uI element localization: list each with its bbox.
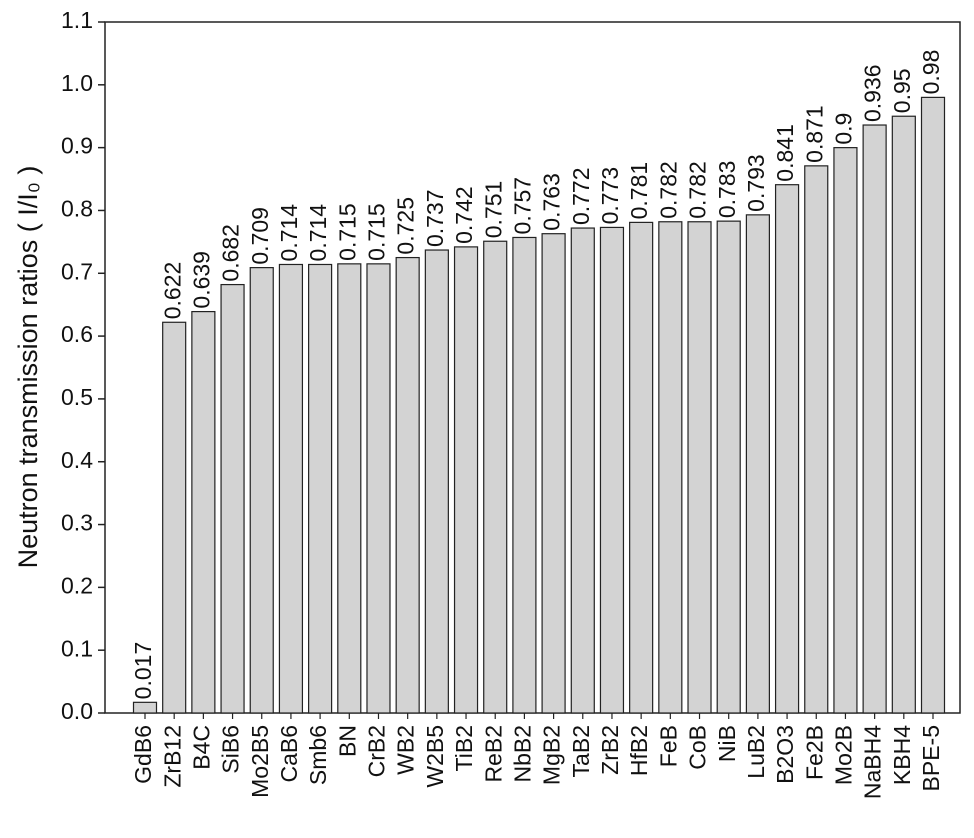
bar [891,115,916,714]
value-label: 0.936 [860,64,886,122]
x-tick-label: HfB2 [626,725,652,776]
value-label: 0.682 [218,224,244,282]
bar [512,236,537,714]
bar [162,321,187,714]
y-tick-label: 0.0 [61,698,93,724]
bar [862,124,887,714]
bar [366,263,391,714]
y-axis-title: Neutron transmission ratios ( I/I₀ ) [13,166,43,569]
x-tick-label: TaB2 [568,725,594,777]
x-tick-label: ReB2 [480,725,506,783]
y-tick-label: 0.1 [61,635,93,661]
x-tick-label: SiB6 [218,725,244,774]
bar [220,283,245,714]
x-tick-label: Mo2B [831,725,857,785]
bar [716,220,741,714]
y-tick-label: 1.0 [61,70,93,96]
value-label: 0.793 [743,154,769,212]
x-tick-label: Mo2B5 [247,725,273,798]
value-label: 0.715 [334,203,360,261]
x-tick-label: ZrB2 [597,725,623,775]
value-label: 0.725 [393,197,419,255]
x-tick-label: NiB [714,725,740,762]
y-tick-label: 0.6 [61,321,93,347]
bar [629,221,654,714]
value-label: 0.757 [509,177,535,235]
x-tick-label: B2O3 [772,725,798,784]
x-tick-label: CaB6 [276,725,302,783]
value-label: 0.782 [685,161,711,219]
x-tick-label: FeB [655,725,681,767]
y-tick-label: 0.8 [61,196,93,222]
bar [774,184,800,714]
bar [745,214,770,714]
bar [570,227,595,714]
y-tick-label: 1.1 [61,7,93,33]
bar [278,263,304,714]
value-label: 0.773 [597,167,623,225]
x-tick-label: TiB2 [451,725,477,771]
y-tick-label: 0.3 [61,510,93,536]
x-tick-label: GdB6 [130,725,156,784]
value-label: 0.772 [568,167,594,225]
x-tick-label: NbB2 [509,725,535,783]
value-label: 0.841 [772,124,798,182]
bar [308,263,333,714]
x-tick-label: LuB2 [743,725,769,779]
value-label: 0.782 [655,161,681,219]
value-label: 0.709 [247,207,273,265]
value-label: 0.751 [480,181,506,239]
x-tick-label: NaBH4 [860,725,886,799]
value-label: 0.871 [801,105,827,163]
bar [191,310,216,714]
y-tick-label: 0.5 [61,384,93,410]
x-tick-label: WB2 [393,725,419,775]
bar [833,147,858,714]
value-label: 0.737 [422,189,448,247]
value-label: 0.639 [188,251,214,309]
bar [804,165,829,714]
x-tick-label: BPE-5 [918,725,944,791]
value-label: 0.763 [539,173,565,231]
value-label: 0.714 [305,204,331,262]
bar [541,233,566,714]
y-tick-label: 0.9 [61,133,93,159]
bar [599,226,625,714]
x-tick-label: CrB2 [364,725,390,777]
value-label: 0.781 [626,162,652,220]
bar [337,263,362,714]
value-label: 0.95 [889,68,915,113]
bar [249,267,274,714]
value-label: 0.017 [130,642,156,700]
value-label: 0.714 [276,204,302,262]
bar [132,701,158,714]
bar [687,221,712,714]
y-tick-label: 0.4 [61,447,93,473]
bar [920,96,946,714]
x-tick-label: Fe2B [801,725,827,780]
x-tick-label: W2B5 [422,725,448,788]
bar [453,246,479,714]
y-tick-label: 0.7 [61,258,93,284]
x-tick-label: MgB2 [539,725,565,785]
x-tick-label: BN [334,725,360,757]
x-tick-label: CoB [685,725,711,770]
x-tick-label: B4C [188,725,214,770]
bar [424,249,449,714]
value-label: 0.98 [918,50,944,95]
x-tick-label: Smb6 [305,725,331,785]
y-tick-label: 0.2 [61,572,93,598]
bar [483,240,508,714]
value-label: 0.742 [451,186,477,244]
value-label: 0.622 [159,262,185,320]
bar [395,256,420,714]
value-label: 0.715 [364,203,390,261]
value-label: 0.783 [714,161,740,219]
bar [658,221,683,714]
x-tick-label: ZrB12 [159,725,185,788]
value-label: 0.9 [831,113,857,145]
x-tick-label: KBH4 [889,725,915,785]
